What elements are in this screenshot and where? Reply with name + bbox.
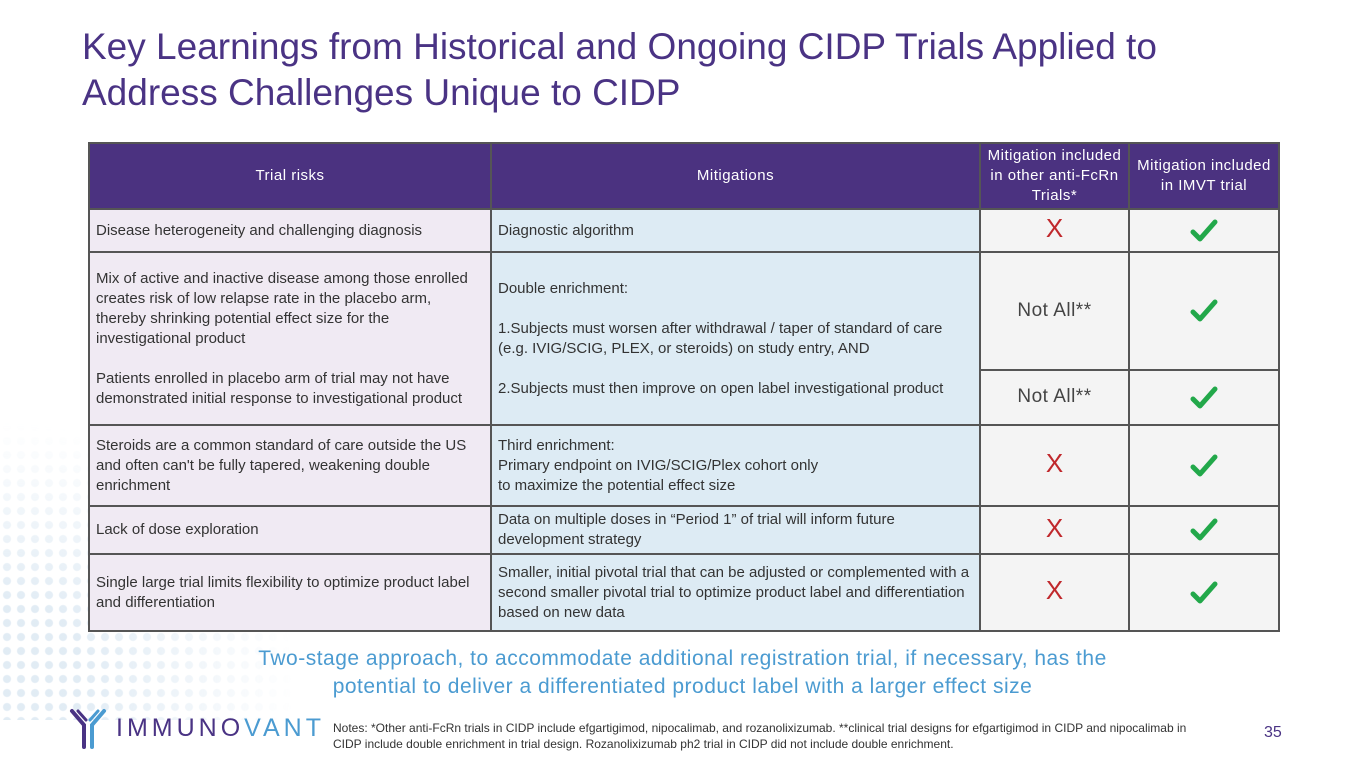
mitigation-heading: Double enrichment: [498, 279, 629, 297]
risk-text: Steroids are a common standard of care o… [96, 436, 467, 494]
mitigation-cell: Data on multiple doses in “Period 1” of … [490, 505, 981, 555]
footnotes: Notes: *Other anti-FcRn trials in CIDP i… [333, 721, 1187, 751]
logo-wordmark: IMMUNOVANT [116, 713, 325, 742]
header-other-trials: Mitigation included in other anti-FcRn T… [979, 142, 1130, 210]
company-logo: IMMUNOVANT [68, 707, 325, 749]
table-row: Mix of active and inactive disease among… [88, 251, 1280, 426]
x-mark: X [1045, 213, 1064, 243]
mitigation-text: to maximize the potential effect size [498, 476, 736, 494]
risk-text: Single large trial limits flexibility to… [96, 573, 470, 611]
imvt-cell [1128, 208, 1280, 253]
other-trials-cell: X [979, 553, 1130, 632]
other-trials-cell: X [979, 424, 1130, 507]
header-row: Trial risks Mitigations Mitigation inclu… [88, 142, 1280, 210]
x-mark: X [1045, 575, 1064, 605]
imvt-cell [1128, 553, 1280, 632]
mitigation-cell: Smaller, initial pivotal trial that can … [490, 553, 981, 632]
imvt-cell [1128, 424, 1280, 507]
risk-text: Mix of active and inactive disease among… [96, 269, 468, 347]
imvt-cell [1128, 251, 1280, 371]
checkmark-icon [1190, 299, 1218, 322]
mitigation-cell: Third enrichment: Primary endpoint on IV… [490, 424, 981, 507]
mitigation-heading: Third enrichment: [498, 436, 615, 454]
title-line-2: Address Challenges Unique to CIDP [82, 72, 681, 113]
checkmark-icon [1190, 386, 1218, 408]
other-trials-cell: X [979, 208, 1130, 253]
table-row: Not All** [89, 369, 1280, 426]
tagline-line-1: Two-stage approach, to accommodate addit… [258, 647, 1107, 670]
risk-cell: Single large trial limits flexibility to… [88, 553, 492, 632]
table-row: Disease heterogeneity and challenging di… [88, 208, 1280, 253]
not-all-label: Not All** [1017, 386, 1092, 407]
tagline-line-2: potential to deliver a differentiated pr… [332, 675, 1033, 698]
header-mitigations: Mitigations [490, 142, 981, 210]
imvt-cell [1128, 505, 1280, 555]
risk-text: Lack of dose exploration [96, 521, 259, 538]
mitigation-text: 1.Subjects must worsen after withdrawal … [498, 319, 943, 357]
risk-text: Patients enrolled in placebo arm of tria… [96, 369, 463, 407]
risk-cell: Steroids are a common standard of care o… [88, 424, 492, 507]
not-all-label: Not All** [1017, 299, 1092, 321]
other-trials-cell: Not All** [979, 251, 1130, 371]
key-takeaway: Two-stage approach, to accommodate addit… [160, 645, 1205, 701]
mitigation-text: Smaller, initial pivotal trial that can … [498, 563, 970, 621]
antibody-icon [70, 709, 106, 749]
mitigation-text: 2.Subjects must then improve on open lab… [498, 379, 944, 397]
header-imvt-trial: Mitigation included in IMVT trial [1128, 142, 1280, 210]
mitigation-cell: Double enrichment: 1.Subjects must worse… [490, 251, 981, 426]
risk-text: Disease heterogeneity and challenging di… [96, 221, 423, 239]
mitigation-text: Primary endpoint on IVIG/SCIG/Plex cohor… [498, 456, 819, 474]
checkmark-icon [1190, 518, 1218, 541]
risk-cell: Mix of active and inactive disease among… [88, 251, 492, 426]
table-row: Steroids are a common standard of care o… [88, 424, 1280, 507]
other-trials-cell: X [979, 505, 1130, 555]
page-title: Key Learnings from Historical and Ongoin… [82, 24, 1302, 116]
imvt-cell [1128, 369, 1280, 426]
other-trials-cell: Not All** [979, 369, 1130, 426]
mitigation-text: Diagnostic algorithm [498, 221, 634, 239]
header-trial-risks: Trial risks [88, 142, 492, 210]
checkmark-icon [1190, 219, 1218, 241]
x-mark: X [1045, 512, 1064, 543]
risk-cell: Lack of dose exploration [88, 505, 492, 555]
trial-risks-table: Trial risks Mitigations Mitigation inclu… [88, 142, 1280, 632]
x-mark: X [1045, 448, 1064, 478]
title-line-1: Key Learnings from Historical and Ongoin… [82, 26, 1157, 67]
risk-cell: Disease heterogeneity and challenging di… [88, 208, 492, 253]
mitigation-cell: Diagnostic algorithm [490, 208, 981, 253]
mitigation-text: Data on multiple doses in “Period 1” of … [498, 511, 895, 548]
checkmark-icon [1190, 454, 1218, 476]
page-number: 35 [1264, 724, 1282, 741]
table-row: Lack of dose exploration Data on multipl… [88, 505, 1280, 555]
table-row: Single large trial limits flexibility to… [88, 553, 1280, 632]
checkmark-icon [1190, 581, 1218, 603]
